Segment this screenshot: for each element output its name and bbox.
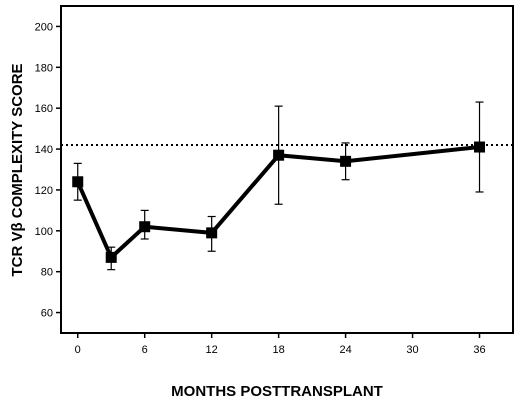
data-point-marker <box>105 251 117 263</box>
y-tick-label: 140 <box>35 144 53 156</box>
series-markers <box>72 141 486 263</box>
x-tick-label: 12 <box>206 344 218 356</box>
data-point-marker <box>474 141 486 153</box>
x-axis-title: MONTHS POSTTRANSPLANT <box>171 383 383 400</box>
data-point-marker <box>340 155 352 167</box>
x-tick-label: 30 <box>406 344 418 356</box>
data-point-marker <box>72 176 84 188</box>
x-tick-label: 18 <box>273 344 285 356</box>
y-tick-label: 200 <box>35 21 53 33</box>
y-tick-label: 60 <box>41 308 53 320</box>
y-tick-label: 160 <box>35 103 53 115</box>
x-axis-ticks: 0 6 12 18 24 30 36 <box>75 333 486 356</box>
error-bars <box>73 101 484 271</box>
data-point-marker <box>273 149 285 161</box>
y-tick-label: 120 <box>35 185 53 197</box>
data-point-marker <box>139 221 151 233</box>
y-axis-title: TCR Vβ COMPLEXITY SCORE <box>9 63 26 276</box>
x-tick-label: 0 <box>75 344 81 356</box>
x-tick-label: 36 <box>473 344 485 356</box>
data-point-marker <box>206 227 218 239</box>
y-tick-label: 80 <box>41 267 53 279</box>
y-tick-label: 100 <box>35 226 53 238</box>
x-tick-label: 24 <box>339 344 351 356</box>
y-tick-label: 180 <box>35 62 53 74</box>
plot-frame <box>60 5 514 334</box>
y-axis-ticks: 60 80 100 120 140 160 180 200 <box>35 21 61 320</box>
x-tick-label: 6 <box>142 344 148 356</box>
